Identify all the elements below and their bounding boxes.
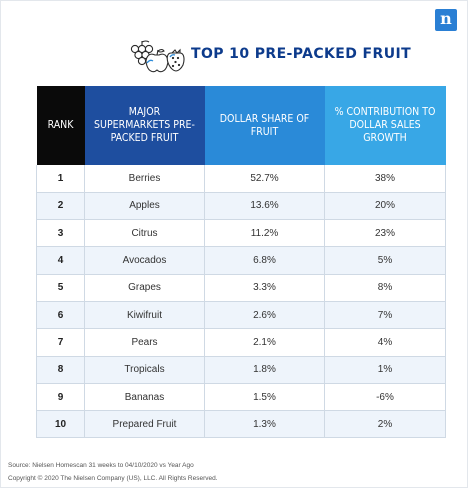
cell-share: 2.1% [204, 328, 325, 357]
table-header-row: RANK MAJOR SUPERMARKETS PRE-PACKED FRUIT… [36, 86, 446, 165]
cell-fruit: Berries [84, 165, 205, 193]
table-row: 1 Berries 52.7% 38% [36, 165, 446, 193]
cell-growth: 4% [324, 328, 446, 357]
page-title: TOP 10 PRE-PACKED FRUIT [191, 46, 412, 62]
cell-growth: 20% [324, 192, 446, 221]
cell-rank: 7 [36, 328, 85, 357]
cell-rank: 9 [36, 383, 85, 412]
table-row: 7 Pears 2.1% 4% [36, 328, 446, 357]
table-body: 1 Berries 52.7% 38% 2 Apples 13.6% 20% 3 Citrus 11… [36, 165, 446, 439]
cell-growth: 1% [324, 356, 446, 384]
cell-growth: -6% [324, 383, 446, 412]
fruit-ranking-table: RANK MAJOR SUPERMARKETS PRE-PACKED FRUIT… [36, 86, 446, 439]
table-row: 2 Apples 13.6% 20% [36, 192, 446, 221]
source-note: Source: Nielsen Homescan 31 weeks to 04/… [8, 462, 194, 469]
table-row: 5 Grapes 3.3% 8% [36, 274, 446, 302]
copyright-note: Copyright © 2020 The Nielsen Company (US… [8, 475, 218, 482]
header-rank: RANK [36, 86, 85, 165]
cell-growth: 8% [324, 274, 446, 302]
nielsen-logo-icon: n [435, 9, 457, 31]
header-dollar-share: DOLLAR SHARE OF FRUIT [204, 86, 325, 165]
cell-share: 1.8% [204, 356, 325, 384]
cell-rank: 10 [36, 410, 85, 439]
cell-fruit: Apples [84, 192, 205, 221]
fruit-basket-icon [130, 40, 185, 73]
cell-fruit: Tropicals [84, 356, 205, 384]
cell-fruit: Grapes [84, 274, 205, 302]
cell-rank: 8 [36, 356, 85, 384]
cell-growth: 38% [324, 165, 446, 193]
cell-fruit: Prepared Fruit [84, 410, 205, 439]
cell-rank: 4 [36, 246, 85, 275]
cell-share: 1.5% [204, 383, 325, 412]
cell-growth: 2% [324, 410, 446, 439]
cell-rank: 2 [36, 192, 85, 221]
table-row: 6 Kiwifruit 2.6% 7% [36, 301, 446, 330]
cell-fruit: Pears [84, 328, 205, 357]
cell-growth: 5% [324, 246, 446, 275]
table-row: 10 Prepared Fruit 1.3% 2% [36, 410, 446, 439]
cell-share: 3.3% [204, 274, 325, 302]
header-fruit: MAJOR SUPERMARKETS PRE-PACKED FRUIT [84, 86, 205, 165]
cell-share: 2.6% [204, 301, 325, 330]
cell-rank: 5 [36, 274, 85, 302]
cell-share: 6.8% [204, 246, 325, 275]
cell-rank: 1 [36, 165, 85, 193]
cell-fruit: Kiwifruit [84, 301, 205, 330]
cell-share: 1.3% [204, 410, 325, 439]
table-row: 8 Tropicals 1.8% 1% [36, 356, 446, 384]
cell-share: 11.2% [204, 219, 325, 248]
table-row: 4 Avocados 6.8% 5% [36, 246, 446, 275]
cell-growth: 23% [324, 219, 446, 248]
cell-rank: 3 [36, 219, 85, 248]
cell-fruit: Citrus [84, 219, 205, 248]
table-row: 3 Citrus 11.2% 23% [36, 219, 446, 248]
table-row: 9 Bananas 1.5% -6% [36, 383, 446, 412]
cell-share: 13.6% [204, 192, 325, 221]
cell-share: 52.7% [204, 165, 325, 193]
cell-growth: 7% [324, 301, 446, 330]
header-growth-contribution: % CONTRIBUTION TO DOLLAR SALES GROWTH [324, 86, 446, 165]
cell-fruit: Avocados [84, 246, 205, 275]
cell-fruit: Bananas [84, 383, 205, 412]
cell-rank: 6 [36, 301, 85, 330]
